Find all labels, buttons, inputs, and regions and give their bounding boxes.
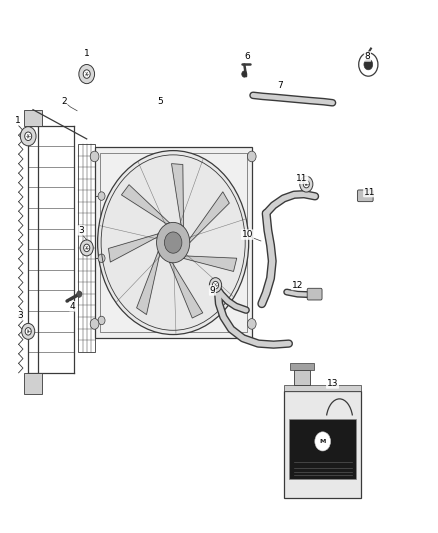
Circle shape	[83, 70, 90, 78]
Circle shape	[98, 316, 105, 325]
Polygon shape	[170, 262, 203, 318]
Text: 10: 10	[242, 230, 253, 239]
Polygon shape	[184, 256, 237, 271]
Circle shape	[21, 324, 35, 340]
Circle shape	[77, 291, 82, 297]
FancyBboxPatch shape	[307, 288, 322, 300]
Circle shape	[242, 71, 247, 77]
Polygon shape	[190, 192, 230, 243]
Circle shape	[98, 151, 249, 335]
Circle shape	[164, 232, 182, 253]
Text: 2: 2	[61, 97, 67, 106]
Text: 4: 4	[70, 302, 75, 311]
Bar	[78, 144, 95, 352]
Circle shape	[364, 59, 373, 70]
Circle shape	[90, 319, 99, 329]
Circle shape	[315, 432, 331, 451]
Circle shape	[98, 192, 105, 200]
Circle shape	[79, 64, 95, 84]
Text: 1: 1	[15, 116, 21, 125]
Bar	[289, 419, 357, 479]
Bar	[290, 363, 314, 370]
Text: 3: 3	[78, 226, 85, 235]
Circle shape	[98, 254, 105, 263]
Polygon shape	[121, 185, 170, 224]
Text: 1: 1	[84, 50, 90, 58]
Bar	[285, 385, 361, 391]
Text: 12: 12	[292, 280, 303, 289]
Text: 3: 3	[18, 311, 23, 320]
Text: 8: 8	[364, 52, 370, 61]
Circle shape	[90, 151, 99, 162]
Text: 11: 11	[296, 174, 308, 183]
FancyBboxPatch shape	[24, 373, 42, 394]
Bar	[293, 370, 311, 385]
Text: 13: 13	[327, 379, 338, 388]
Circle shape	[303, 180, 309, 188]
Polygon shape	[109, 234, 158, 262]
Text: 9: 9	[209, 286, 215, 295]
Circle shape	[300, 176, 313, 192]
Circle shape	[209, 278, 222, 293]
Circle shape	[212, 281, 219, 289]
Bar	[285, 391, 361, 498]
Circle shape	[84, 244, 90, 252]
Circle shape	[156, 222, 190, 263]
Bar	[100, 154, 247, 332]
Text: 7: 7	[277, 81, 283, 90]
Circle shape	[247, 151, 256, 162]
Circle shape	[80, 240, 93, 256]
Circle shape	[247, 319, 256, 329]
FancyBboxPatch shape	[24, 110, 42, 126]
Text: 6: 6	[244, 52, 250, 61]
Text: 5: 5	[157, 97, 163, 106]
FancyBboxPatch shape	[357, 190, 373, 201]
Circle shape	[20, 127, 36, 146]
Circle shape	[25, 328, 31, 335]
Polygon shape	[137, 252, 160, 314]
Bar	[95, 147, 252, 338]
Text: M: M	[319, 439, 326, 444]
Text: 11: 11	[364, 188, 375, 197]
Polygon shape	[172, 164, 184, 227]
Circle shape	[25, 132, 32, 141]
